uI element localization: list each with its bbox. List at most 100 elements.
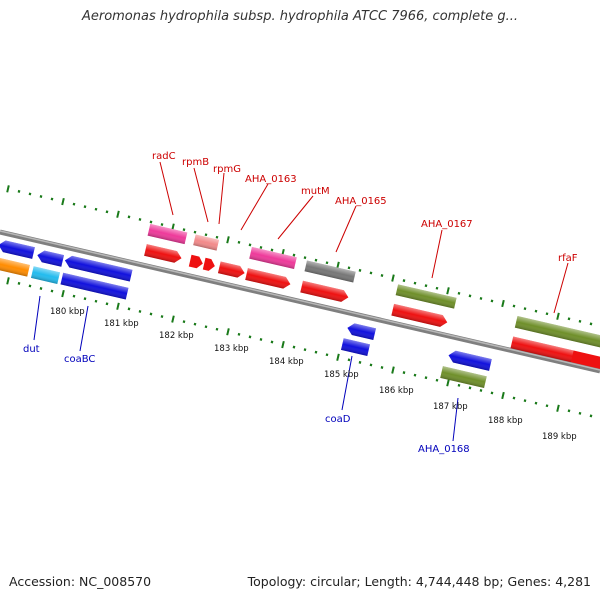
gene-label-aha0168[interactable]: AHA_0168 <box>418 444 470 455</box>
scale-tick <box>545 312 549 316</box>
scale-tick <box>248 335 252 339</box>
gene-label-dut[interactable]: dut <box>23 344 40 355</box>
gene-features <box>0 223 600 389</box>
gene-label-rpmG[interactable]: rpmG <box>213 164 241 175</box>
scale-tick <box>94 299 98 303</box>
gene-label-aha0167[interactable]: AHA_0167 <box>421 219 473 230</box>
gene-label-coaD[interactable]: coaD <box>325 414 351 425</box>
scale-tick <box>358 268 362 272</box>
scale-tick <box>127 215 131 219</box>
scale-tick <box>380 366 384 369</box>
scale-tick <box>501 299 505 308</box>
scale-tick <box>204 325 208 329</box>
gene-rfaF-arrow-2[interactable] <box>570 350 600 372</box>
kbp-label: 186 kbp <box>379 386 414 396</box>
scale-tick <box>28 192 32 196</box>
scale-tick <box>72 202 76 206</box>
scale-tick <box>457 291 461 295</box>
scale-tick <box>578 319 582 323</box>
scale-tick <box>17 281 21 285</box>
gene-label-coaBC[interactable]: coaBC <box>64 354 95 365</box>
scale-tick <box>512 396 516 400</box>
scale-tick <box>391 366 395 374</box>
gene-label-rpmB[interactable]: rpmB <box>182 157 209 168</box>
scale-tick <box>402 279 406 283</box>
scale-tick <box>589 414 593 418</box>
scale-tick <box>512 304 516 308</box>
scale-tick <box>281 340 285 349</box>
scale-tick <box>490 391 494 395</box>
map-title: Aeromonas hydrophila subsp. hydrophila A… <box>81 9 519 24</box>
scale-tick <box>314 258 318 262</box>
scale-tick <box>39 195 43 198</box>
scale-tick <box>50 289 54 293</box>
scale-tick <box>149 312 153 316</box>
scale-tick <box>325 353 329 357</box>
scale-tick <box>325 261 329 265</box>
scale-tick <box>226 236 230 244</box>
scale-tick <box>292 253 296 257</box>
scale-tick <box>215 235 219 239</box>
scale-tick <box>50 197 54 201</box>
gene-rpmG-arrow[interactable] <box>202 257 216 272</box>
scale-tick <box>171 315 175 323</box>
scale-tick <box>567 409 571 413</box>
scale-tick <box>435 378 439 382</box>
kbp-scale-labels: 180 kbp 181 kbp 182 kbp 183 kbp 184 kbp … <box>50 307 577 442</box>
scale-tick <box>534 309 538 313</box>
gene-label-aha0163[interactable]: AHA_0163 <box>245 174 297 185</box>
scale-tick <box>215 327 219 331</box>
scale-tick <box>501 391 505 400</box>
scale-tick <box>182 228 186 232</box>
scale-tick <box>468 386 472 390</box>
inner-tick-track <box>6 277 593 418</box>
scale-tick <box>413 281 417 285</box>
scale-tick <box>589 322 593 326</box>
kbp-label: 182 kbp <box>159 331 194 341</box>
scale-tick <box>149 220 153 224</box>
gene-label-radC[interactable]: radC <box>152 151 176 162</box>
scale-tick <box>336 261 340 269</box>
scale-tick <box>490 299 494 303</box>
scale-tick <box>105 302 109 306</box>
scale-tick <box>28 284 32 288</box>
gene-label-mutM[interactable]: mutM <box>301 186 330 197</box>
scale-tick <box>259 338 263 341</box>
scale-tick <box>336 353 340 361</box>
scale-tick <box>424 376 428 380</box>
scale-tick <box>39 287 43 290</box>
scale-tick <box>534 401 538 405</box>
scale-tick <box>6 185 10 193</box>
scale-tick <box>292 345 296 349</box>
label-leaders <box>33 161 569 442</box>
scale-tick <box>204 233 208 237</box>
scale-tick <box>567 317 571 321</box>
scale-tick <box>226 328 230 336</box>
scale-tick <box>556 312 560 320</box>
scale-tick <box>523 307 527 311</box>
scale-tick <box>424 284 428 288</box>
scale-tick <box>380 274 384 277</box>
gene-rpmB-arrow[interactable] <box>188 254 204 270</box>
scale-tick <box>314 350 318 354</box>
scale-tick <box>578 411 582 415</box>
scale-tick <box>457 383 461 387</box>
scale-tick <box>303 348 307 352</box>
kbp-label: 180 kbp <box>50 307 85 317</box>
scale-tick <box>138 310 142 313</box>
genome-summary-text: Topology: circular; Length: 4,744,448 bp… <box>247 574 591 589</box>
gene-label-rfaF[interactable]: rfaF <box>558 253 578 264</box>
scale-tick <box>127 307 131 311</box>
scale-tick <box>270 340 274 344</box>
scale-tick <box>556 404 560 412</box>
gene-label-aha0165[interactable]: AHA_0165 <box>335 196 387 207</box>
scale-tick <box>446 287 450 295</box>
scale-tick <box>17 189 21 193</box>
scale-tick <box>435 286 439 290</box>
scale-tick <box>116 302 120 310</box>
kbp-label: 185 kbp <box>324 370 359 380</box>
genome-backbone <box>0 229 600 374</box>
kbp-label: 187 kbp <box>433 402 468 412</box>
scale-tick <box>237 332 241 336</box>
